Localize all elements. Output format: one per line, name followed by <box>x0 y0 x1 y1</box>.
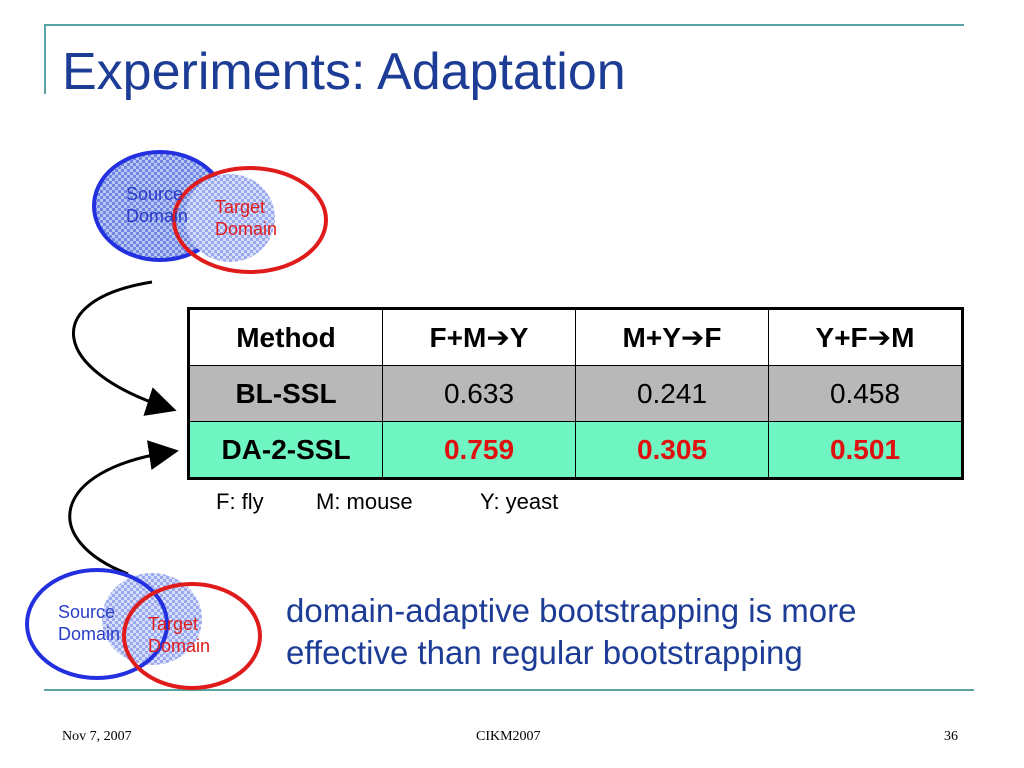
venn-diagram-bottom <box>25 568 262 690</box>
header-yf-m: Y+F➔M <box>768 308 963 366</box>
arrow-bottom-to-table <box>68 440 179 576</box>
slide-title: Experiments: Adaptation <box>62 43 626 101</box>
venn-diagram-top <box>92 150 328 274</box>
table-cell: 0.633 <box>382 365 576 422</box>
curved-arrows <box>68 280 179 576</box>
legend-fly: F: fly <box>216 489 264 514</box>
table-cell: 0.305 <box>575 421 769 479</box>
table-cell: 0.458 <box>768 365 963 422</box>
right-arrow-icon: ➔ <box>867 321 892 354</box>
table-header-row: Method F+M➔Y M+Y➔F Y+F➔M <box>188 308 963 366</box>
header-my-f: M+Y➔F <box>575 308 769 366</box>
header-fm-y: F+M➔Y <box>382 308 576 366</box>
source-domain-outline <box>25 568 169 680</box>
row-method-adaptive: DA-2-SSL <box>188 421 383 479</box>
right-arrow-icon: ➔ <box>680 321 705 354</box>
decor-top-line <box>44 24 964 26</box>
target-domain-outline <box>122 582 262 690</box>
legend-yeast: Y: yeast <box>480 489 559 514</box>
venn-top-source-label: Source Domain <box>126 184 189 226</box>
footer-date: Nov 7, 2007 <box>62 729 132 744</box>
venn-top-target-label: Target Domain <box>215 197 278 239</box>
source-domain-fill <box>102 573 202 665</box>
legend-mouse: M: mouse <box>316 489 413 514</box>
right-arrow-icon: ➔ <box>486 321 510 354</box>
target-domain-outline <box>172 166 328 274</box>
decor-bottom-line <box>44 689 974 691</box>
table-cell: 0.241 <box>575 365 769 422</box>
arrow-top-to-table <box>72 280 177 416</box>
header-method: Method <box>188 308 383 366</box>
table-cell: 0.759 <box>382 421 576 479</box>
conclusion-text: domain-adaptive bootstrapping is more ef… <box>286 592 857 671</box>
venn-bottom-source-label: Source Domain <box>58 602 121 644</box>
venn-bottom-target-label: Target Domain <box>148 614 211 656</box>
row-method-baseline: BL-SSL <box>188 365 383 422</box>
table-cell: 0.501 <box>768 421 963 479</box>
table-row: BL-SSL 0.633 0.241 0.458 <box>188 365 963 422</box>
results-table: Method F+M➔Y M+Y➔F Y+F➔M BL-SSL 0.633 0.… <box>187 307 964 480</box>
table-row: DA-2-SSL 0.759 0.305 0.501 <box>188 421 963 479</box>
target-domain-fill <box>185 174 275 262</box>
footer-conference: CIKM2007 <box>476 729 541 744</box>
footer-page-number: 36 <box>944 729 958 744</box>
decor-vertical-line <box>44 24 46 94</box>
